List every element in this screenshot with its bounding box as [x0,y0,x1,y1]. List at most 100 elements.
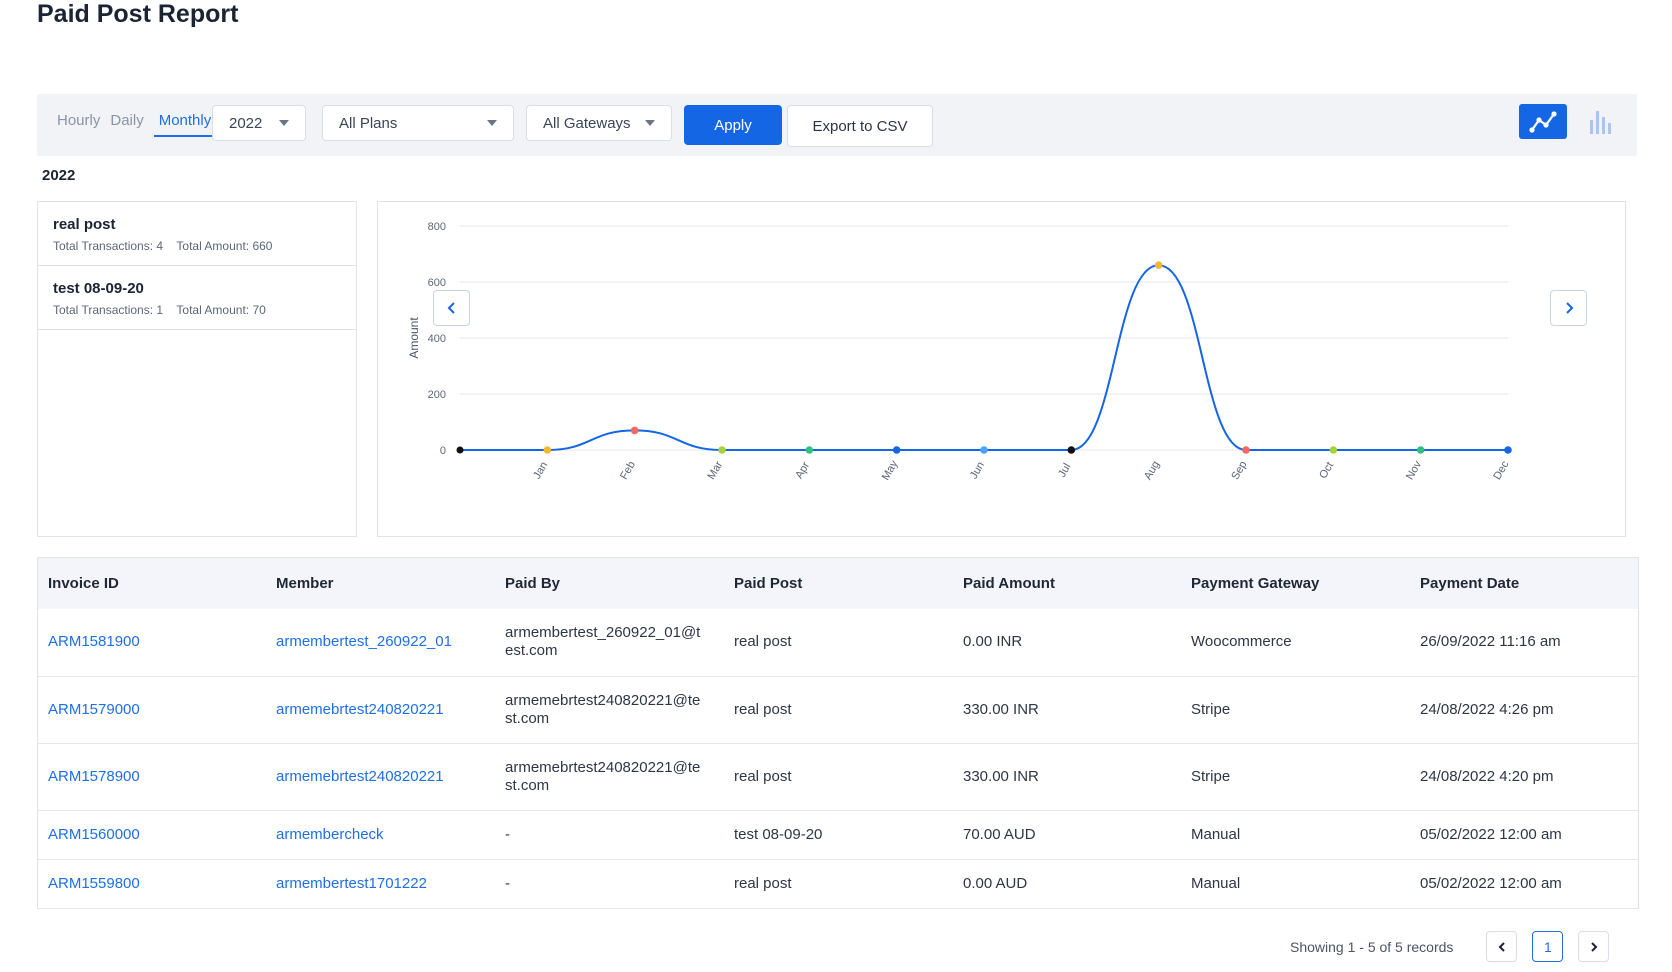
x-tick-label: Dec [1491,459,1511,482]
invoice-id-link[interactable]: ARM1581900 [38,609,266,677]
chart-next-button[interactable] [1550,290,1587,326]
paid-by-cell: - [495,810,724,860]
x-tick-label: Nov [1404,459,1424,482]
paid-post-cell: test 08-09-20 [724,810,953,860]
line-chart-icon [1529,110,1557,133]
header-member: Member [276,575,334,592]
data-point [630,426,639,435]
line-chart: 0 200 400 600 800 Amount Jan Feb Mar Apr May Jun Jul… [407,221,1512,482]
bar-chart-icon [1590,110,1611,134]
x-tick-label: Feb [618,459,638,481]
paid-by-cell: armemebrtest240820221@test.com [495,676,724,744]
y-axis-label: Amount [407,317,421,359]
paid-by-cell: armembertest_260922_01@test.com [495,609,724,677]
table-row: ARM1581900 armembertest_260922_01 armemb… [38,609,1638,677]
table-row: ARM1560000 armembercheck - test 08-09-20… [38,810,1638,860]
paid-amount-cell: 330.00 INR [953,743,1181,811]
year-heading: 2022 [42,167,76,184]
invoice-id-link[interactable]: ARM1578900 [38,743,266,811]
data-point [980,446,988,454]
plan-summary-item[interactable]: real post Total Transactions: 4 Total Am… [38,202,356,266]
payment-gateway-cell: Manual [1181,859,1410,909]
period-tabs: Hourly Daily Monthly [57,112,217,137]
payment-gateway-cell: Stripe [1181,743,1410,811]
gateways-select[interactable]: All Gateways [526,105,672,141]
line-chart-toggle[interactable] [1519,104,1567,139]
chevron-left-icon [1498,941,1505,952]
member-link[interactable]: armembercheck [266,810,495,860]
pagination-info: Showing 1 - 5 of 5 records [1290,938,1454,955]
paid-post-cell: real post [724,859,953,909]
data-point [543,446,552,454]
member-link[interactable]: armembertest_260922_01 [266,609,495,677]
header-payment-gateway: Payment Gateway [1191,575,1320,592]
plans-select[interactable]: All Plans [322,105,514,141]
table-row: ARM1578900 armemebrtest240820221 armemeb… [38,743,1638,811]
next-page-button[interactable] [1578,931,1610,962]
chevron-right-icon [1591,941,1598,952]
payment-date-cell: 05/02/2022 12:00 am [1410,810,1638,860]
plan-amount: Total Amount: 70 [176,303,266,317]
tab-daily[interactable]: Daily [110,112,144,129]
invoice-id-link[interactable]: ARM1559800 [38,859,266,909]
bar-chart-toggle[interactable] [1581,104,1621,139]
table-row: ARM1579000 armemebrtest240820221 armemeb… [38,676,1638,744]
member-link[interactable]: armemebrtest240820221 [266,743,495,811]
prev-page-button[interactable] [1486,931,1518,962]
plan-transactions: Total Transactions: 4 [53,239,164,253]
payment-date-cell: 26/09/2022 11:16 am [1410,609,1638,677]
data-point [892,446,901,454]
invoice-id-link[interactable]: ARM1560000 [38,810,266,860]
x-tick-label: Apr [793,460,812,481]
header-paid-by: Paid By [505,575,561,592]
plans-select-value: All Plans [339,114,398,132]
data-point [1329,446,1338,454]
payment-gateway-cell: Stripe [1181,676,1410,744]
tab-hourly[interactable]: Hourly [57,112,101,129]
table-row: ARM1559800 armembertest1701222 - real po… [38,859,1638,909]
paid-post-cell: real post [724,609,953,677]
gateways-select-value: All Gateways [543,114,631,132]
x-tick-label: Jul [1056,461,1073,479]
x-tick-label: May [880,458,901,482]
payment-gateway-cell: Woocommerce [1181,609,1410,677]
table-header-row: Invoice ID Member Paid By Paid Post Paid… [38,558,1638,609]
paid-amount-cell: 70.00 AUD [953,810,1181,860]
year-select-value: 2022 [229,114,263,132]
header-payment-date: Payment Date [1420,575,1520,592]
x-tick-label: Jun [968,460,987,481]
invoice-id-link[interactable]: ARM1579000 [38,676,266,744]
filter-bar: Hourly Daily Monthly 2022 All Plans All … [37,94,1637,156]
paid-amount-cell: 0.00 INR [953,609,1181,677]
payment-date-cell: 05/02/2022 12:00 am [1410,859,1638,909]
tab-monthly[interactable]: Monthly [153,112,217,137]
y-tick-label: 200 [428,389,446,401]
x-tick-label: Aug [1142,459,1162,482]
payment-date-cell: 24/08/2022 4:20 pm [1410,743,1638,811]
y-tick-label: 400 [428,333,446,345]
year-select[interactable]: 2022 [212,105,306,141]
page-number-button[interactable]: 1 [1532,931,1564,962]
chevron-down-icon [279,120,289,126]
y-tick-label: 0 [440,445,446,457]
x-tick-label: Oct [1317,460,1336,481]
chart-prev-button[interactable] [433,290,470,326]
x-tick-label: Jan [531,460,550,481]
transactions-table: Invoice ID Member Paid By Paid Post Paid… [37,557,1639,909]
member-link[interactable]: armemebrtest240820221 [266,676,495,744]
data-point [1416,446,1425,454]
apply-button[interactable]: Apply [684,105,782,145]
header-invoice-id: Invoice ID [48,575,119,592]
payment-date-cell: 24/08/2022 4:26 pm [1410,676,1638,744]
y-tick-label: 800 [428,221,446,233]
plan-transactions: Total Transactions: 1 [53,303,164,317]
payment-gateway-cell: Manual [1181,810,1410,860]
x-tick-label: Mar [705,459,725,482]
plan-summary-item[interactable]: test 08-09-20 Total Transactions: 1 Tota… [38,266,356,330]
export-csv-button[interactable]: Export to CSV [787,105,933,147]
chevron-right-icon [1565,302,1573,314]
data-point [1242,446,1250,454]
data-point [805,446,814,454]
chevron-left-icon [447,302,455,314]
member-link[interactable]: armembertest1701222 [266,859,495,909]
